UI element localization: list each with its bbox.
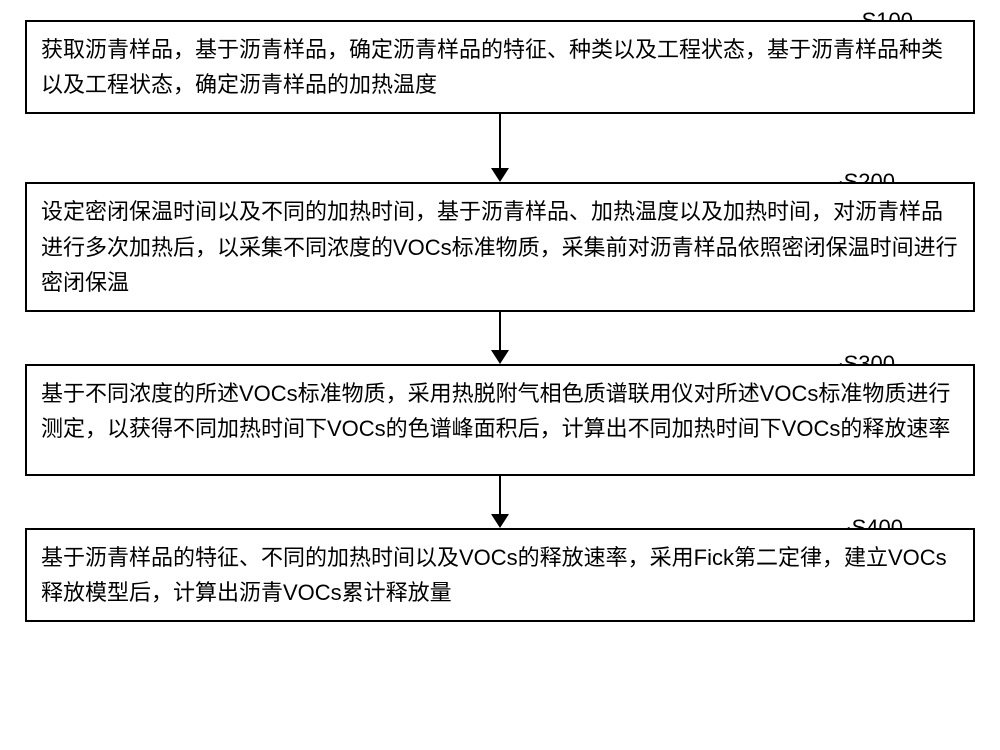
arrow-line [499,114,501,170]
step-box-s100: 获取沥青样品，基于沥青样品，确定沥青样品的特征、种类以及工程状态，基于沥青样品种… [25,20,975,114]
arrow-s200-s300 [25,312,975,364]
step-box-s200: 设定密闭保温时间以及不同的加热时间，基于沥青样品、加热温度以及加热时间，对沥青样… [25,182,975,312]
step-text-s300: 基于不同浓度的所述VOCs标准物质，采用热脱附气相色质谱联用仪对所述VOCs标准… [41,381,950,441]
arrow-head-icon [491,168,509,182]
step-wrapper-s100: S100 获取沥青样品，基于沥青样品，确定沥青样品的特征、种类以及工程状态，基于… [25,20,975,114]
arrow-head-icon [491,350,509,364]
step-wrapper-s400: S400 基于沥青样品的特征、不同的加热时间以及VOCs的释放速率，采用Fick… [25,528,975,622]
arrow-line [499,312,501,352]
step-box-s300: 基于不同浓度的所述VOCs标准物质，采用热脱附气相色质谱联用仪对所述VOCs标准… [25,364,975,476]
arrow-line [499,476,501,516]
flowchart-container: S100 获取沥青样品，基于沥青样品，确定沥青样品的特征、种类以及工程状态，基于… [0,0,1000,750]
step-wrapper-s200: S200 设定密闭保温时间以及不同的加热时间，基于沥青样品、加热温度以及加热时间… [25,182,975,312]
step-text-s200: 设定密闭保温时间以及不同的加热时间，基于沥青样品、加热温度以及加热时间，对沥青样… [41,199,958,294]
step-wrapper-s300: S300 基于不同浓度的所述VOCs标准物质，采用热脱附气相色质谱联用仪对所述V… [25,364,975,476]
arrow-s100-s200 [25,114,975,182]
arrow-s300-s400 [25,476,975,528]
arrow-head-icon [491,514,509,528]
step-text-s100: 获取沥青样品，基于沥青样品，确定沥青样品的特征、种类以及工程状态，基于沥青样品种… [41,37,943,97]
step-box-s400: 基于沥青样品的特征、不同的加热时间以及VOCs的释放速率，采用Fick第二定律，… [25,528,975,622]
step-text-s400: 基于沥青样品的特征、不同的加热时间以及VOCs的释放速率，采用Fick第二定律，… [41,545,947,605]
